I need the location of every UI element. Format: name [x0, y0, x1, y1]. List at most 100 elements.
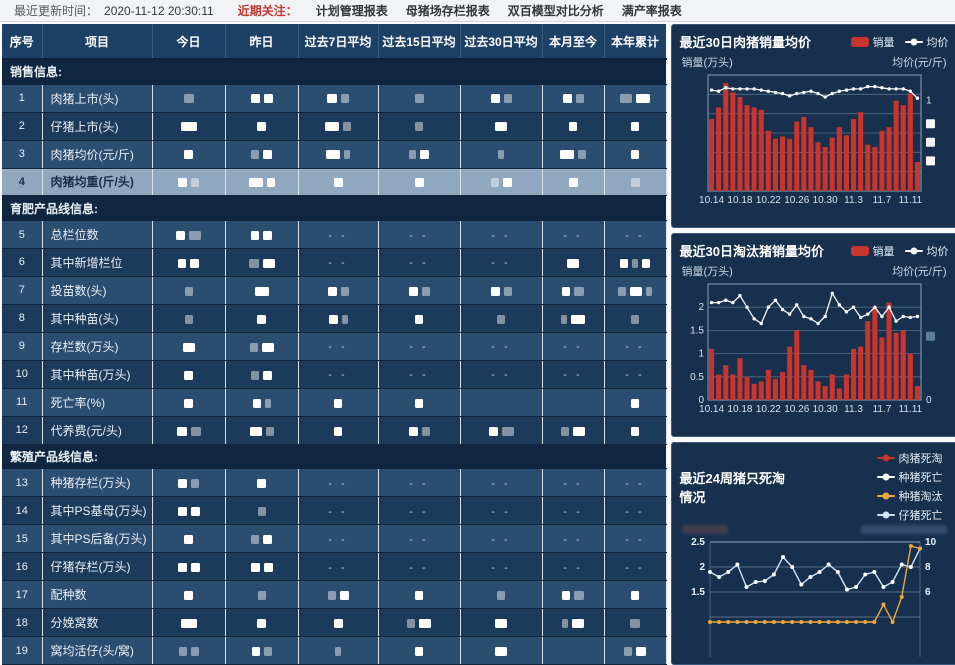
legend-item[interactable]: 种猪淘汰	[877, 488, 949, 504]
redacted-value	[257, 122, 266, 131]
data-cell	[542, 140, 604, 168]
data-cell: - -	[378, 469, 460, 497]
redacted-value	[646, 287, 652, 296]
legend-item[interactable]: 销量	[851, 243, 895, 259]
redacted-value	[191, 427, 201, 436]
redacted-value	[329, 315, 338, 324]
redacted-value	[498, 150, 504, 159]
legend-item[interactable]: 销量	[851, 34, 895, 50]
no-data-dash: - -	[491, 534, 510, 546]
no-data-dash: - -	[625, 341, 644, 353]
report-link[interactable]: 满产率报表	[622, 2, 682, 19]
legend-item[interactable]: 均价	[905, 34, 949, 50]
redacted-value	[250, 427, 262, 436]
row-number: 16	[2, 553, 42, 581]
data-cell: - -	[604, 553, 666, 581]
redacted-value	[636, 94, 650, 103]
svg-text:6: 6	[925, 587, 931, 598]
no-data-dash: - -	[328, 534, 347, 546]
no-data-dash: - -	[409, 478, 428, 490]
data-cell: - -	[378, 332, 460, 360]
redacted-value	[252, 647, 260, 656]
svg-text:10.30: 10.30	[812, 195, 837, 206]
legend-label: 均价	[927, 243, 949, 259]
redacted-value	[265, 399, 271, 408]
redacted-value	[618, 287, 626, 296]
redacted-value	[631, 178, 640, 187]
redacted-value	[328, 287, 337, 296]
chart-legend: 销量均价	[841, 34, 949, 50]
data-cell	[225, 637, 298, 665]
row-label: 配种数	[42, 581, 152, 609]
redacted-value	[574, 287, 584, 296]
redacted-value	[569, 178, 578, 187]
legend-item[interactable]: 均价	[905, 243, 949, 259]
redacted-value	[251, 150, 259, 159]
svg-text:2: 2	[698, 302, 704, 313]
data-cell	[460, 637, 542, 665]
data-cell	[225, 497, 298, 525]
report-link[interactable]: 母猪场存栏报表	[406, 2, 490, 19]
data-cell	[542, 637, 604, 665]
report-link[interactable]: 计划管理报表	[316, 2, 388, 19]
redacted-value	[420, 150, 429, 159]
legend-item[interactable]: 仔猪死亡	[877, 507, 949, 523]
redacted-value	[263, 535, 272, 544]
redacted-value	[328, 591, 336, 600]
table-group-header: 繁殖产品线信息:	[2, 444, 666, 469]
redacted-value	[341, 287, 349, 296]
redacted-value	[571, 315, 585, 324]
legend-item[interactable]: 种猪死亡	[877, 469, 949, 485]
no-data-dash: - -	[491, 230, 510, 242]
data-cell: - -	[298, 360, 378, 388]
report-link[interactable]: 双百模型对比分析	[508, 2, 604, 19]
legend-item[interactable]: 肉猪死淘	[877, 450, 949, 466]
data-cell: - -	[460, 497, 542, 525]
legend-label: 种猪死亡	[899, 469, 943, 485]
redacted-value	[415, 122, 423, 131]
redacted-value	[620, 94, 632, 103]
redacted-value	[631, 399, 639, 408]
no-data-dash: - -	[625, 369, 644, 381]
data-cell	[298, 416, 378, 444]
data-cell	[604, 140, 666, 168]
data-cell	[225, 276, 298, 304]
redacted-value	[184, 591, 193, 600]
data-cell: - -	[542, 360, 604, 388]
y-axis-right-label: 均价(元/斤)	[892, 54, 946, 70]
data-cell: - -	[460, 332, 542, 360]
row-label: 代养费(元/头)	[42, 416, 152, 444]
data-cell	[604, 304, 666, 332]
data-cell	[152, 609, 225, 637]
data-cell	[225, 581, 298, 609]
no-data-dash: - -	[625, 534, 644, 546]
redacted-value	[178, 178, 187, 187]
data-cell	[604, 581, 666, 609]
data-cell	[604, 637, 666, 665]
redacted-value	[178, 507, 187, 516]
